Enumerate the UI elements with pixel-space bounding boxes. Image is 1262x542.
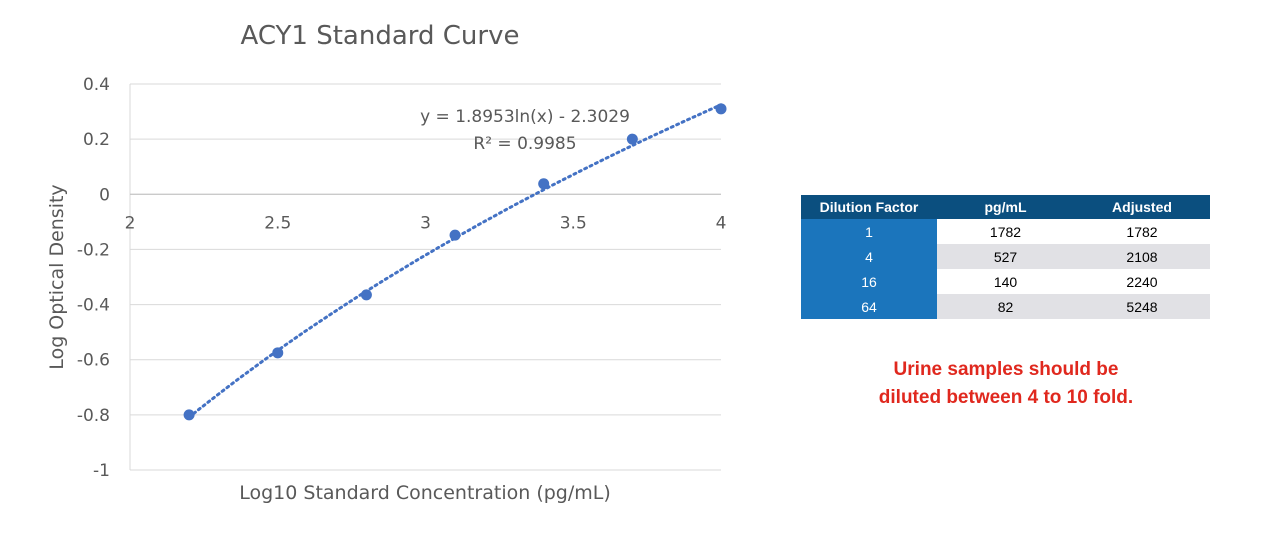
dilution-table: Dilution Factor pg/mL Adjusted 1 1782 17… xyxy=(801,195,1210,319)
trendline xyxy=(187,103,723,419)
trendline-equation: y = 1.8953ln(x) - 2.3029 xyxy=(420,107,630,127)
table-row: 4 527 2108 xyxy=(801,244,1210,269)
data-point xyxy=(272,347,284,359)
table-row: 1 1782 1782 xyxy=(801,219,1210,244)
y-tick-label: 0.4 xyxy=(83,75,110,95)
y-axis-label: Log Optical Density xyxy=(46,184,68,369)
x-axis xyxy=(129,84,721,470)
table-cell: 2240 xyxy=(1074,269,1210,294)
trendline-path xyxy=(187,103,723,419)
data-point xyxy=(538,178,550,190)
table-cell: 1782 xyxy=(937,219,1074,244)
y-tick-label: -1 xyxy=(93,461,110,481)
y-tick-label: 0 xyxy=(99,185,110,205)
column-header: Dilution Factor xyxy=(801,195,937,219)
table-cell: 1782 xyxy=(1074,219,1210,244)
column-header: Adjusted xyxy=(1074,195,1210,219)
column-header: pg/mL xyxy=(937,195,1074,219)
y-tick-label: -0.8 xyxy=(77,406,110,426)
table-cell: 1 xyxy=(801,219,937,244)
dilution-note: Urine samples should be diluted between … xyxy=(800,356,1212,412)
table-cell: 527 xyxy=(937,244,1074,269)
table-cell: 4 xyxy=(801,244,937,269)
r-squared-label: R² = 0.9985 xyxy=(473,134,576,154)
table-cell: 16 xyxy=(801,269,937,294)
data-point xyxy=(360,289,372,301)
table-cell: 140 xyxy=(937,269,1074,294)
y-tick-label: 0.2 xyxy=(83,130,110,150)
table-row: 64 82 5248 xyxy=(801,294,1210,319)
table-cell: 82 xyxy=(937,294,1074,319)
x-tick-label: 4 xyxy=(716,213,727,233)
chart-title: ACY1 Standard Curve xyxy=(241,21,520,51)
note-line: Urine samples should be xyxy=(893,359,1119,380)
note-line: diluted between 4 to 10 fold. xyxy=(878,387,1134,408)
x-tick-label: 2.5 xyxy=(264,213,291,233)
table-row: 16 140 2240 xyxy=(801,269,1210,294)
data-points xyxy=(183,103,727,421)
table-header-row: Dilution Factor pg/mL Adjusted xyxy=(801,195,1210,219)
data-point xyxy=(183,409,195,421)
y-tick-label: -0.4 xyxy=(77,296,110,316)
y-tick-label: -0.6 xyxy=(77,351,110,371)
data-point xyxy=(449,229,461,241)
tick-labels: 0.4 0.2 0 -0.2 -0.4 -0.6 -0.8 -1 2 2.5 3 3.5 4 xyxy=(77,75,727,481)
table-cell: 64 xyxy=(801,294,937,319)
x-tick-label: 3 xyxy=(420,213,431,233)
data-point xyxy=(626,133,638,145)
table-cell: 5248 xyxy=(1074,294,1210,319)
data-point xyxy=(715,103,727,115)
x-axis-label: Log10 Standard Concentration (pg/mL) xyxy=(239,482,611,504)
x-tick-label: 3.5 xyxy=(560,213,587,233)
table-cell: 2108 xyxy=(1074,244,1210,269)
x-tick-label: 2 xyxy=(125,213,136,233)
y-tick-label: -0.2 xyxy=(77,240,110,260)
